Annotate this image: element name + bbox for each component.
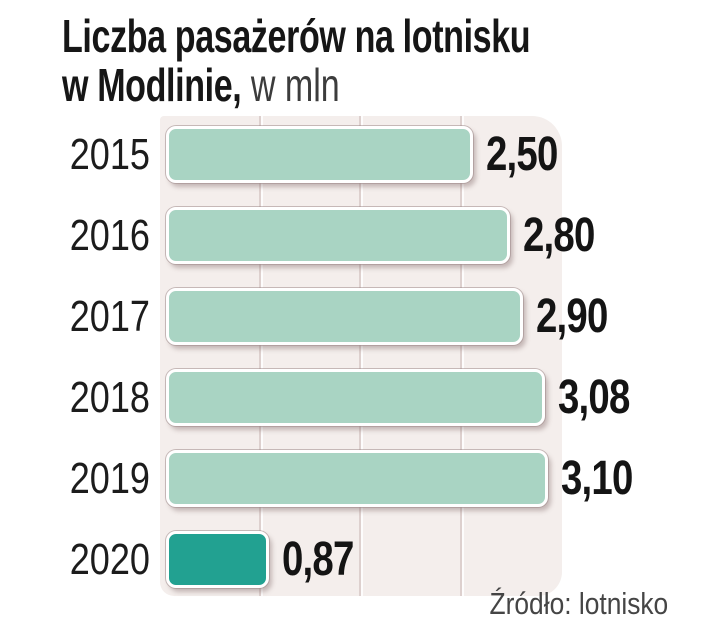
plot-area <box>160 116 562 596</box>
bar <box>166 369 545 426</box>
value-label: 3,10 <box>561 452 633 505</box>
year-label: 2019 <box>69 454 150 503</box>
value-label: 0,87 <box>282 533 354 586</box>
bar-row: 2,90 <box>166 288 625 345</box>
bar-row: 0,87 <box>166 531 371 588</box>
bar-row: 2,80 <box>166 207 612 264</box>
bar-highlighted <box>166 531 269 588</box>
bar <box>166 207 510 264</box>
bar <box>166 450 548 507</box>
chart-title-line2-bold: w Modlinie, <box>62 59 242 111</box>
year-label: 2016 <box>69 211 150 260</box>
value-label: 2,50 <box>486 128 558 181</box>
gridline <box>459 116 464 596</box>
gridline <box>258 116 263 596</box>
value-label: 2,80 <box>523 209 595 262</box>
year-label: 2020 <box>69 535 150 584</box>
chart-title-line2: w Modlinie, w mln <box>62 61 530 110</box>
bar-row: 3,10 <box>166 450 650 507</box>
bar <box>166 126 473 183</box>
chart-title: Liczba pasażerów na lotnisku w Modlinie,… <box>62 12 695 110</box>
bar <box>166 288 523 345</box>
gridline <box>359 116 363 596</box>
year-label: 2015 <box>69 130 150 179</box>
chart-title-unit: w mln <box>241 59 340 111</box>
year-label: 2018 <box>69 373 150 422</box>
bar-row: 3,08 <box>166 369 647 426</box>
year-label: 2017 <box>69 292 150 341</box>
value-label: 2,90 <box>536 290 608 343</box>
bar-row: 2,50 <box>166 126 575 183</box>
value-label: 3,08 <box>558 371 630 424</box>
chart-title-line1: Liczba pasażerów na lotnisku <box>62 10 531 62</box>
source-note: Źródło: lotnisko <box>489 586 668 621</box>
